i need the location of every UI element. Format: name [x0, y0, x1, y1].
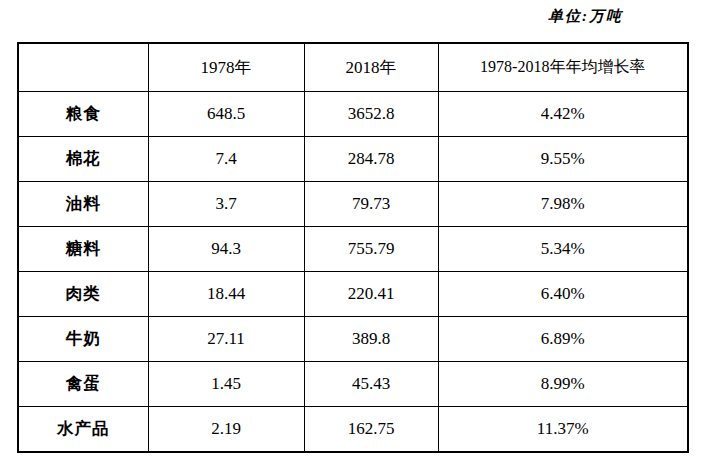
row-label: 肉类	[18, 272, 148, 317]
cell-1978: 94.3	[148, 227, 304, 272]
header-row: 1978年 2018年 1978-2018年年均增长率	[18, 43, 688, 92]
row-label: 粮食	[18, 92, 148, 137]
row-label: 油料	[18, 182, 148, 227]
row-label: 糖料	[18, 227, 148, 272]
cell-growth: 6.89%	[438, 317, 688, 362]
row-label: 棉花	[18, 137, 148, 182]
row-label: 水产品	[18, 407, 148, 453]
cell-growth: 8.99%	[438, 362, 688, 407]
cell-1978: 2.19	[148, 407, 304, 453]
cell-1978: 27.11	[148, 317, 304, 362]
column-header-1978: 1978年	[148, 43, 304, 92]
table-row: 棉花 7.4 284.78 9.55%	[18, 137, 688, 182]
cell-2018: 220.41	[304, 272, 438, 317]
table-row: 牛奶 27.11 389.8 6.89%	[18, 317, 688, 362]
table-row: 肉类 18.44 220.41 6.40%	[18, 272, 688, 317]
unit-label: 单位:万吨	[548, 7, 648, 26]
cell-1978: 3.7	[148, 182, 304, 227]
table-row: 粮食 648.5 3652.8 4.42%	[18, 92, 688, 137]
cell-2018: 755.79	[304, 227, 438, 272]
cell-growth: 7.98%	[438, 182, 688, 227]
production-table: 1978年 2018年 1978-2018年年均增长率 粮食 648.5 365…	[17, 42, 689, 453]
row-label: 牛奶	[18, 317, 148, 362]
table-row: 油料 3.7 79.73 7.98%	[18, 182, 688, 227]
table-row: 糖料 94.3 755.79 5.34%	[18, 227, 688, 272]
column-header-blank	[18, 43, 148, 92]
cell-growth: 4.42%	[438, 92, 688, 137]
cell-2018: 79.73	[304, 182, 438, 227]
cell-2018: 389.8	[304, 317, 438, 362]
row-label: 禽蛋	[18, 362, 148, 407]
cell-1978: 18.44	[148, 272, 304, 317]
cell-1978: 1.45	[148, 362, 304, 407]
table-row: 水产品 2.19 162.75 11.37%	[18, 407, 688, 453]
cell-1978: 7.4	[148, 137, 304, 182]
cell-growth: 11.37%	[438, 407, 688, 453]
column-header-2018: 2018年	[304, 43, 438, 92]
cell-2018: 284.78	[304, 137, 438, 182]
cell-growth: 5.34%	[438, 227, 688, 272]
table-row: 禽蛋 1.45 45.43 8.99%	[18, 362, 688, 407]
column-header-growth-rate: 1978-2018年年均增长率	[438, 43, 688, 92]
cell-growth: 6.40%	[438, 272, 688, 317]
cell-2018: 3652.8	[304, 92, 438, 137]
cell-growth: 9.55%	[438, 137, 688, 182]
cell-2018: 45.43	[304, 362, 438, 407]
cell-1978: 648.5	[148, 92, 304, 137]
cell-2018: 162.75	[304, 407, 438, 453]
